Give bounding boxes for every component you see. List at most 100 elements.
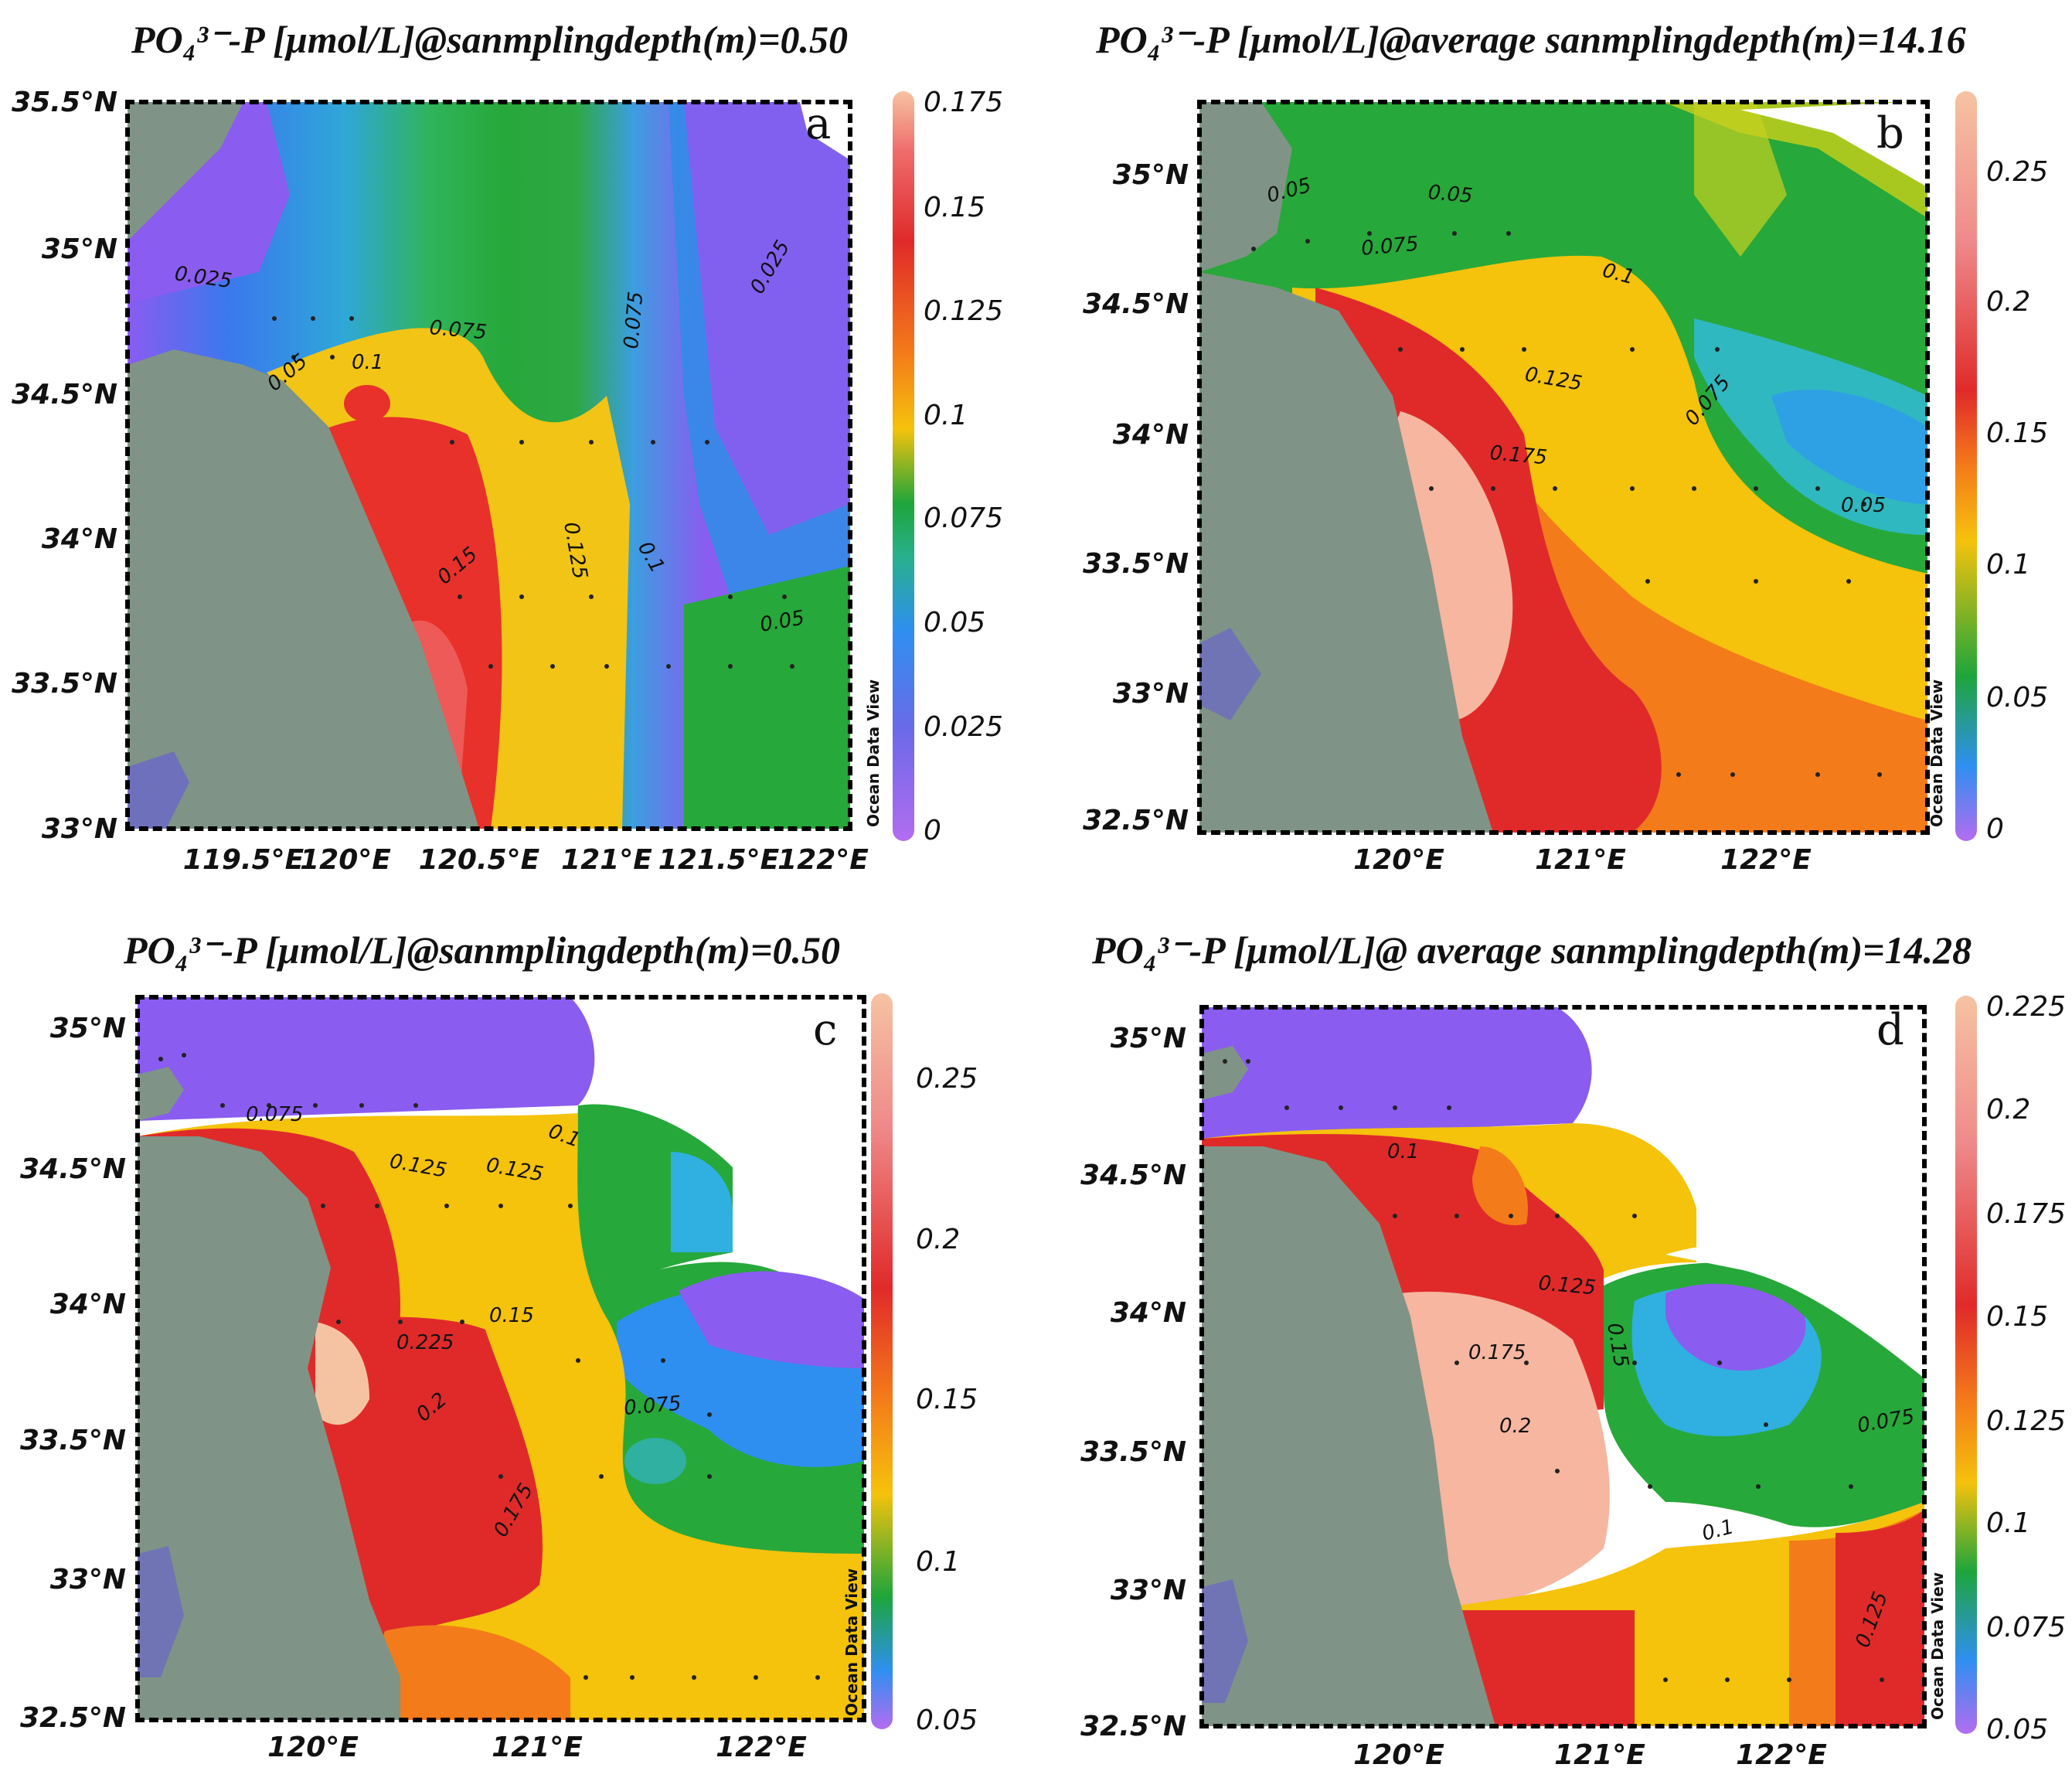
colorbar-tick: 0.25 <box>916 1063 978 1095</box>
contour-label: 0.1 <box>352 351 383 374</box>
colorbar <box>1955 996 1977 1734</box>
x-tick-label: 121°E <box>1554 1739 1645 1771</box>
colorbar-tick: 0.1 <box>1986 1507 2031 1539</box>
colorbar-tick: 0.1 <box>1986 549 2031 581</box>
contour-label: 0.175 <box>1468 1341 1526 1364</box>
colorbar-tick: 0.075 <box>924 502 1004 534</box>
y-tick-label: 32.5°N <box>1080 1711 1186 1742</box>
colorbar-tick: 0.075 <box>1986 1612 2067 1643</box>
ocean-data-view-watermark: Ocean Data View <box>1927 679 1946 827</box>
colorbar-tick: 0.05 <box>1986 682 2049 713</box>
colorbar-tick: 0.175 <box>1986 1198 2067 1230</box>
contour-label: 0.2 <box>1499 1415 1531 1438</box>
ocean-data-view-watermark: Ocean Data View <box>842 1568 861 1716</box>
panel-title: PO₄³⁻-P [μmol/L]@sanmplingdepth(m)=0.50 <box>131 18 849 61</box>
colorbar-tick: 0.05 <box>916 1705 978 1736</box>
x-tick-label: 120°E <box>300 844 391 876</box>
colorbar-tick: 0.25 <box>1986 156 2049 188</box>
y-tick-label: 33.5°N <box>1080 1436 1186 1468</box>
map-plot: 0.1 0.125 0.15 0.175 0.2 0.075 0.1 0.125 <box>1202 1007 1924 1726</box>
y-tick-label: 33°N <box>41 813 117 845</box>
y-tick-label: 34.5°N <box>1080 1160 1186 1191</box>
y-tick-label: 33.5°N <box>1083 548 1189 580</box>
x-tick-label: 121°E <box>1535 844 1626 876</box>
colorbar-tick: 0.125 <box>1986 1405 2067 1437</box>
map-plot: 0.05 0.05 0.075 0.1 0.125 0.075 0.175 0.… <box>1199 102 1927 833</box>
colorbar <box>893 91 914 841</box>
contour-label: 0.075 <box>1360 233 1420 261</box>
contour-label: 0.175 <box>1489 441 1548 469</box>
colorbar-tick: 0.05 <box>924 607 986 639</box>
colorbar-tick: 0.15 <box>916 1384 978 1415</box>
panel-title: PO₄³⁻-P [μmol/L]@average sanmplingdepth(… <box>1096 18 1966 61</box>
x-tick-label: 120°E <box>1353 1739 1444 1771</box>
colorbar-tick: 0 <box>924 815 941 846</box>
panel-label: d <box>1876 1005 1904 1055</box>
contour-label: 0.15 <box>489 1304 534 1327</box>
contour-label: 0.125 <box>1537 1272 1597 1299</box>
contour-label: 0.05 <box>1427 181 1473 208</box>
panel-title: PO₄³⁻-P [μmol/L]@ average sanmplingdepth… <box>1092 928 1972 972</box>
x-tick-label: 120°E <box>267 1732 359 1763</box>
colorbar-tick: 0.05 <box>1986 1714 2049 1745</box>
contour-label: 0.1 <box>1387 1140 1419 1163</box>
x-tick-label: 121°E <box>492 1732 583 1763</box>
y-tick-label: 34.5°N <box>1083 288 1189 320</box>
contour-label: 0.075 <box>428 316 488 344</box>
x-tick-label: 122°E <box>1736 1739 1827 1771</box>
x-tick-label: 122°E <box>716 1732 807 1763</box>
map-area: 0.025 0.075 0.1 0.05 0.075 0.025 0.15 0.… <box>128 102 850 829</box>
map-area: 0.05 0.05 0.075 0.1 0.125 0.075 0.175 0.… <box>1199 102 1927 833</box>
ocean-data-view-watermark: Ocean Data View <box>864 679 883 827</box>
x-tick-label: 122°E <box>1720 844 1812 876</box>
y-tick-label: 34°N <box>1112 419 1189 451</box>
panel-label: a <box>805 99 832 149</box>
y-tick-label: 33°N <box>49 1564 126 1596</box>
y-tick-label: 34.5°N <box>12 379 117 410</box>
x-tick-label: 121.5°E <box>658 844 780 876</box>
y-tick-label: 35°N <box>49 1013 126 1044</box>
y-tick-label: 34°N <box>49 1289 126 1320</box>
y-tick-label: 35°N <box>1112 159 1189 191</box>
x-tick-label: 120°E <box>1353 844 1444 876</box>
y-tick-label: 35.5°N <box>12 87 117 118</box>
y-tick-label: 33.5°N <box>12 668 117 700</box>
colorbar-tick: 0.15 <box>924 192 986 223</box>
colorbar-tick: 0.15 <box>1986 1301 2049 1333</box>
colorbar-tick: 0.2 <box>1986 1094 2031 1126</box>
map-plot: 0.075 0.1 0.125 0.125 0.225 0.15 0.2 0.0… <box>138 997 864 1720</box>
x-tick-label: 120.5°E <box>418 844 540 876</box>
colorbar-tick: 0.025 <box>924 711 1004 743</box>
panel-label: b <box>1876 108 1904 158</box>
contour-label: 0.05 <box>1841 494 1886 517</box>
colorbar-tick: 0.175 <box>924 87 1004 118</box>
map-plot: 0.025 0.075 0.1 0.05 0.075 0.025 0.15 0.… <box>128 102 850 829</box>
contour-label: 0.225 <box>396 1331 454 1354</box>
colorbar-tick: 0.1 <box>924 400 968 431</box>
x-tick-label: 121°E <box>561 844 652 876</box>
colorbar-tick: 0.2 <box>916 1224 961 1255</box>
panel-label: c <box>813 1005 838 1055</box>
y-tick-label: 33°N <box>1112 678 1189 710</box>
y-tick-label: 34.5°N <box>20 1153 126 1185</box>
colorbar-tick: 0.1 <box>916 1546 961 1578</box>
contour-label: 0.075 <box>623 1392 682 1420</box>
y-tick-label: 35°N <box>41 233 117 265</box>
map-area: 0.1 0.125 0.15 0.175 0.2 0.075 0.1 0.125 <box>1202 1007 1924 1726</box>
y-tick-label: 34°N <box>1110 1297 1186 1329</box>
x-tick-label: 119.5°E <box>182 844 305 876</box>
y-tick-label: 33.5°N <box>20 1425 126 1456</box>
y-tick-label: 32.5°N <box>1083 805 1189 836</box>
colorbar-tick: 0.15 <box>1986 417 2049 449</box>
y-tick-label: 34°N <box>41 523 117 555</box>
colorbar-tick: 0 <box>1986 813 2004 845</box>
map-area: 0.075 0.1 0.125 0.125 0.225 0.15 0.2 0.0… <box>138 997 864 1720</box>
colorbar-tick: 0.225 <box>1986 991 2067 1023</box>
y-tick-label: 33°N <box>1110 1575 1186 1606</box>
y-tick-label: 35°N <box>1110 1023 1186 1054</box>
panel-title: PO₄³⁻-P [μmol/L]@sanmplingdepth(m)=0.50 <box>124 928 841 972</box>
colorbar-tick: 0.125 <box>924 295 1004 327</box>
contour-label: 0.075 <box>620 291 648 350</box>
colorbar-tick: 0.2 <box>1986 286 2031 318</box>
colorbar <box>871 993 893 1729</box>
